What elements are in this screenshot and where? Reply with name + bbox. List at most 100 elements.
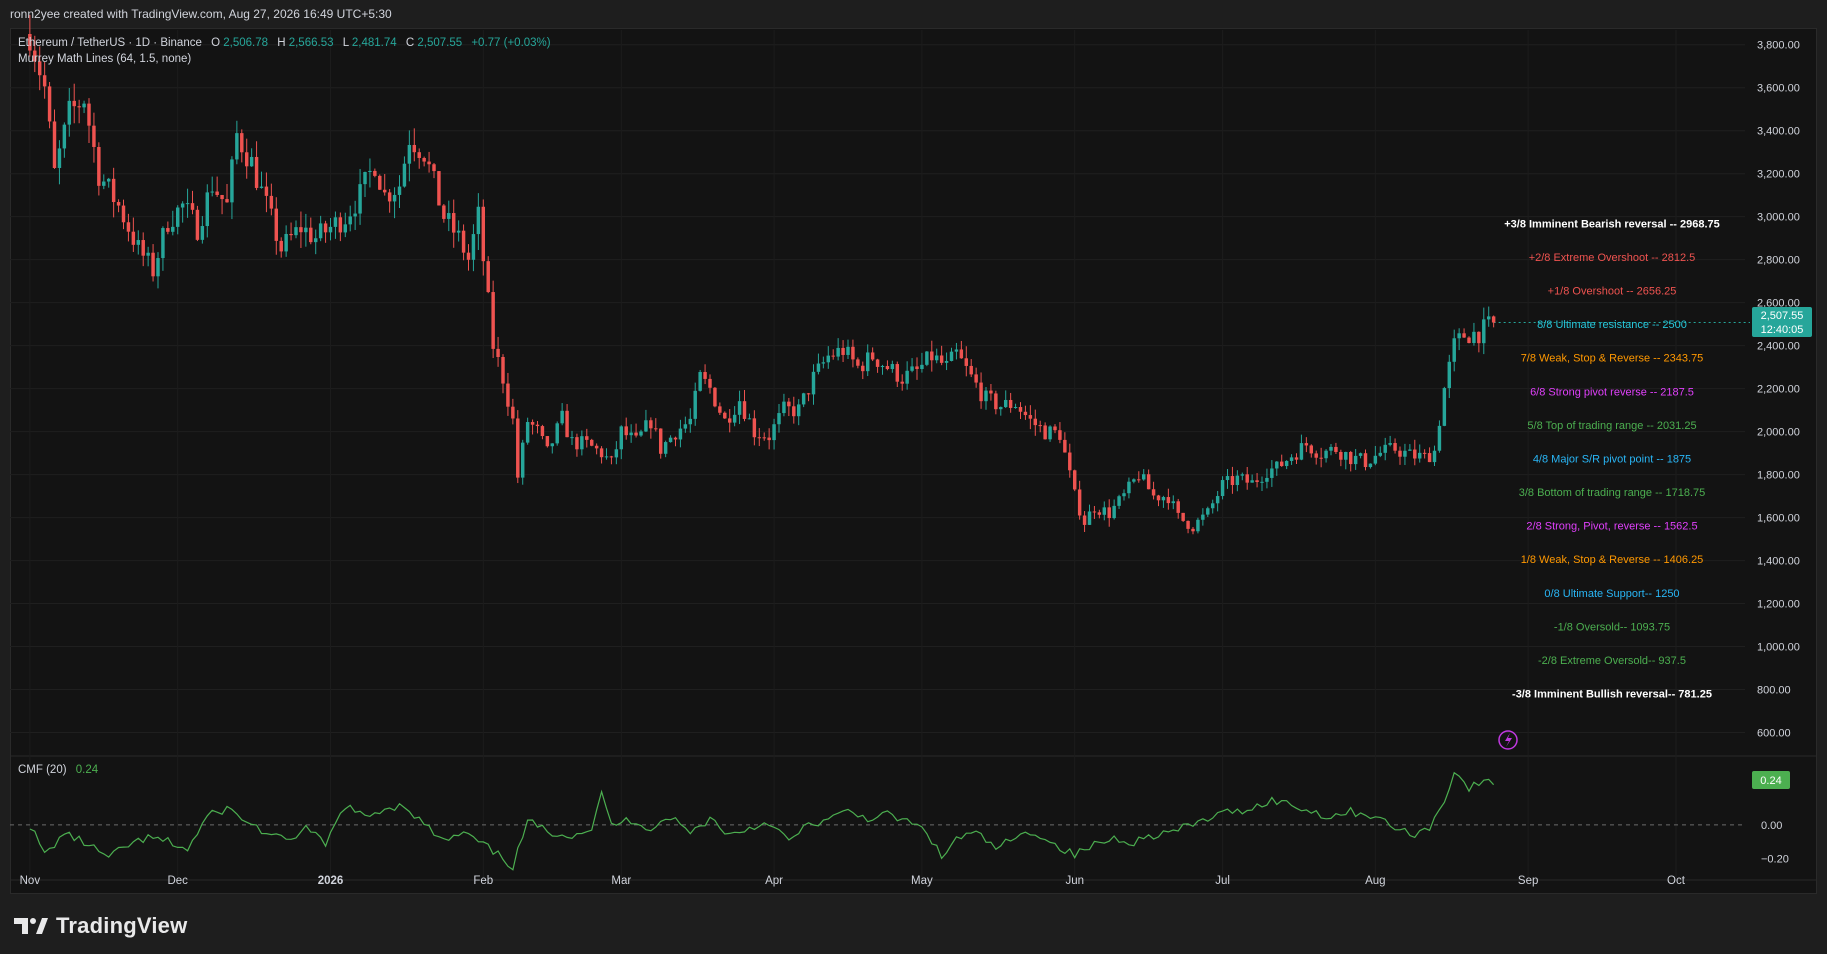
candle-body — [1324, 450, 1328, 459]
candle — [535, 421, 540, 434]
candle-body — [1151, 489, 1156, 496]
candle — [171, 210, 175, 236]
candle-body — [1279, 461, 1284, 467]
candle — [826, 346, 831, 369]
candle-body — [708, 378, 712, 388]
candle — [644, 409, 648, 433]
price-tick-label: 3,200.00 — [1757, 169, 1800, 181]
legend-symbol: Ethereum / TetherUS · 1D · Binance — [18, 37, 202, 49]
candle — [412, 128, 417, 162]
candle — [801, 392, 806, 408]
candle — [516, 410, 520, 484]
candle — [1028, 405, 1033, 430]
legend-indicator[interactable]: Murrey Math Lines (64, 1.5, none) — [18, 53, 191, 65]
candle-body — [915, 366, 919, 370]
murrey-level-label: +1/8 Overshoot -- 2656.25 — [1548, 286, 1677, 298]
candle-body — [801, 393, 806, 405]
candle — [92, 112, 96, 163]
candle-body — [1378, 452, 1383, 456]
candle — [476, 193, 481, 250]
candle — [180, 201, 185, 223]
price-tick-label: 2,800.00 — [1757, 255, 1800, 267]
candle-body — [67, 100, 72, 125]
candle-body — [471, 234, 476, 260]
candle-body — [378, 175, 382, 190]
candle-body — [1018, 407, 1023, 412]
tradingview-logo[interactable]: TradingView — [12, 913, 187, 939]
candle-body — [353, 213, 357, 217]
candle — [649, 417, 653, 439]
candle-body — [1413, 449, 1417, 459]
candle — [930, 340, 934, 372]
candle-body — [230, 159, 234, 203]
attribution-text: ronn2yee created with TradingView.com, A… — [10, 7, 392, 21]
candle — [1324, 449, 1328, 463]
candle — [1491, 315, 1496, 328]
candle-body — [629, 432, 633, 436]
candle-body — [589, 439, 594, 446]
candle — [1058, 422, 1062, 444]
candle — [210, 176, 214, 197]
candle-body — [678, 428, 683, 440]
candle-body — [757, 437, 762, 439]
candle-body — [279, 240, 283, 252]
candle-body — [1137, 479, 1141, 481]
candle — [259, 171, 264, 189]
candle — [910, 358, 914, 373]
candle-body — [37, 61, 42, 76]
cmf-badge-value: 0.24 — [1760, 775, 1781, 787]
candle-body — [382, 189, 387, 193]
candle-body — [555, 423, 559, 444]
price-tick-label: 3,600.00 — [1757, 83, 1800, 95]
candle-body — [244, 152, 249, 167]
candle — [1353, 449, 1358, 470]
candle — [890, 360, 895, 373]
candle-body — [634, 432, 638, 436]
candle-body — [259, 186, 264, 188]
candle — [1462, 328, 1466, 338]
candle — [1018, 402, 1023, 419]
chart-frame[interactable] — [10, 28, 1817, 894]
time-tick-label: Feb — [473, 875, 493, 887]
candle-body — [673, 437, 678, 440]
candle-body — [87, 103, 91, 126]
candle-body — [762, 437, 766, 439]
candle — [639, 429, 643, 437]
candle-body — [856, 359, 860, 366]
candle-body — [767, 437, 771, 441]
candle-body — [1383, 444, 1387, 453]
lightning-icon[interactable] — [1498, 730, 1518, 750]
candle — [97, 142, 101, 196]
candle — [915, 357, 919, 380]
candle-body — [1053, 426, 1057, 431]
price-tick-label: 600.00 — [1757, 728, 1791, 740]
candle-body — [161, 228, 165, 259]
candle — [1344, 451, 1348, 470]
candle — [673, 436, 678, 447]
candle-body — [126, 222, 131, 232]
candle-body — [599, 448, 604, 458]
candle-body — [1008, 399, 1013, 408]
price-tick-label: 3,000.00 — [1757, 212, 1800, 224]
time-tick-label: Mar — [611, 875, 631, 887]
candle-body — [1033, 418, 1038, 426]
candle — [121, 199, 126, 230]
candle-body — [1068, 452, 1072, 471]
candle — [33, 35, 37, 73]
candle — [555, 421, 559, 446]
candle-body — [836, 347, 840, 357]
candle — [1013, 403, 1018, 409]
candle-body — [580, 436, 584, 450]
candle — [1388, 435, 1392, 447]
candle — [447, 200, 451, 232]
candle — [865, 344, 870, 377]
candle-body — [1235, 475, 1240, 486]
candle-body — [954, 349, 959, 352]
candle — [1043, 422, 1047, 440]
candle-body — [974, 374, 978, 383]
candle — [530, 419, 535, 435]
candle — [348, 205, 352, 232]
candle-body — [895, 364, 900, 382]
candle — [1151, 481, 1156, 500]
